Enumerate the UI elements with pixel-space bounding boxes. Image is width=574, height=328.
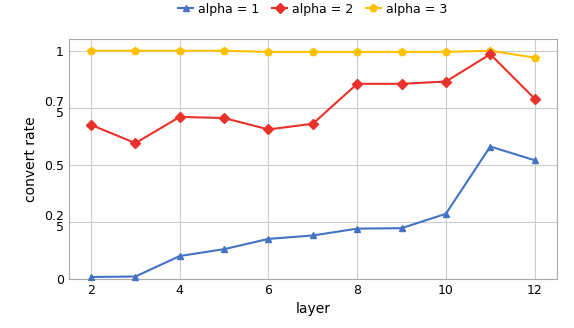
alpha = 1 — [176, 254, 183, 258]
alpha = 1 — [309, 234, 316, 237]
alpha = 3 — [132, 49, 139, 53]
alpha = 3 — [176, 49, 183, 53]
alpha = 2 — [354, 82, 360, 86]
alpha = 2 — [443, 80, 449, 84]
alpha = 1 — [220, 247, 227, 251]
alpha = 2 — [531, 97, 538, 101]
alpha = 3 — [487, 49, 494, 53]
alpha = 1 — [398, 226, 405, 230]
alpha = 1 — [443, 212, 449, 216]
X-axis label: layer: layer — [296, 302, 330, 316]
alpha = 3 — [531, 56, 538, 60]
alpha = 1 — [88, 275, 95, 279]
alpha = 2 — [176, 115, 183, 119]
alpha = 1 — [265, 237, 272, 241]
Line: alpha = 2: alpha = 2 — [88, 51, 538, 147]
alpha = 1 — [531, 158, 538, 162]
alpha = 2 — [220, 116, 227, 120]
alpha = 2 — [132, 141, 139, 145]
Line: alpha = 1: alpha = 1 — [88, 143, 538, 280]
alpha = 2 — [265, 128, 272, 132]
alpha = 3 — [354, 50, 360, 54]
alpha = 1 — [487, 145, 494, 149]
alpha = 3 — [88, 49, 95, 53]
alpha = 3 — [398, 50, 405, 54]
Y-axis label: convert rate: convert rate — [25, 116, 38, 202]
alpha = 2 — [398, 82, 405, 86]
Line: alpha = 3: alpha = 3 — [87, 47, 539, 62]
alpha = 3 — [443, 50, 449, 54]
alpha = 2 — [309, 122, 316, 126]
Legend: alpha = 1, alpha = 2, alpha = 3: alpha = 1, alpha = 2, alpha = 3 — [179, 3, 447, 15]
alpha = 2 — [88, 123, 95, 127]
alpha = 3 — [220, 49, 227, 53]
alpha = 1 — [132, 275, 139, 278]
alpha = 3 — [309, 50, 316, 54]
alpha = 2 — [487, 52, 494, 56]
alpha = 1 — [354, 227, 360, 231]
alpha = 3 — [265, 50, 272, 54]
